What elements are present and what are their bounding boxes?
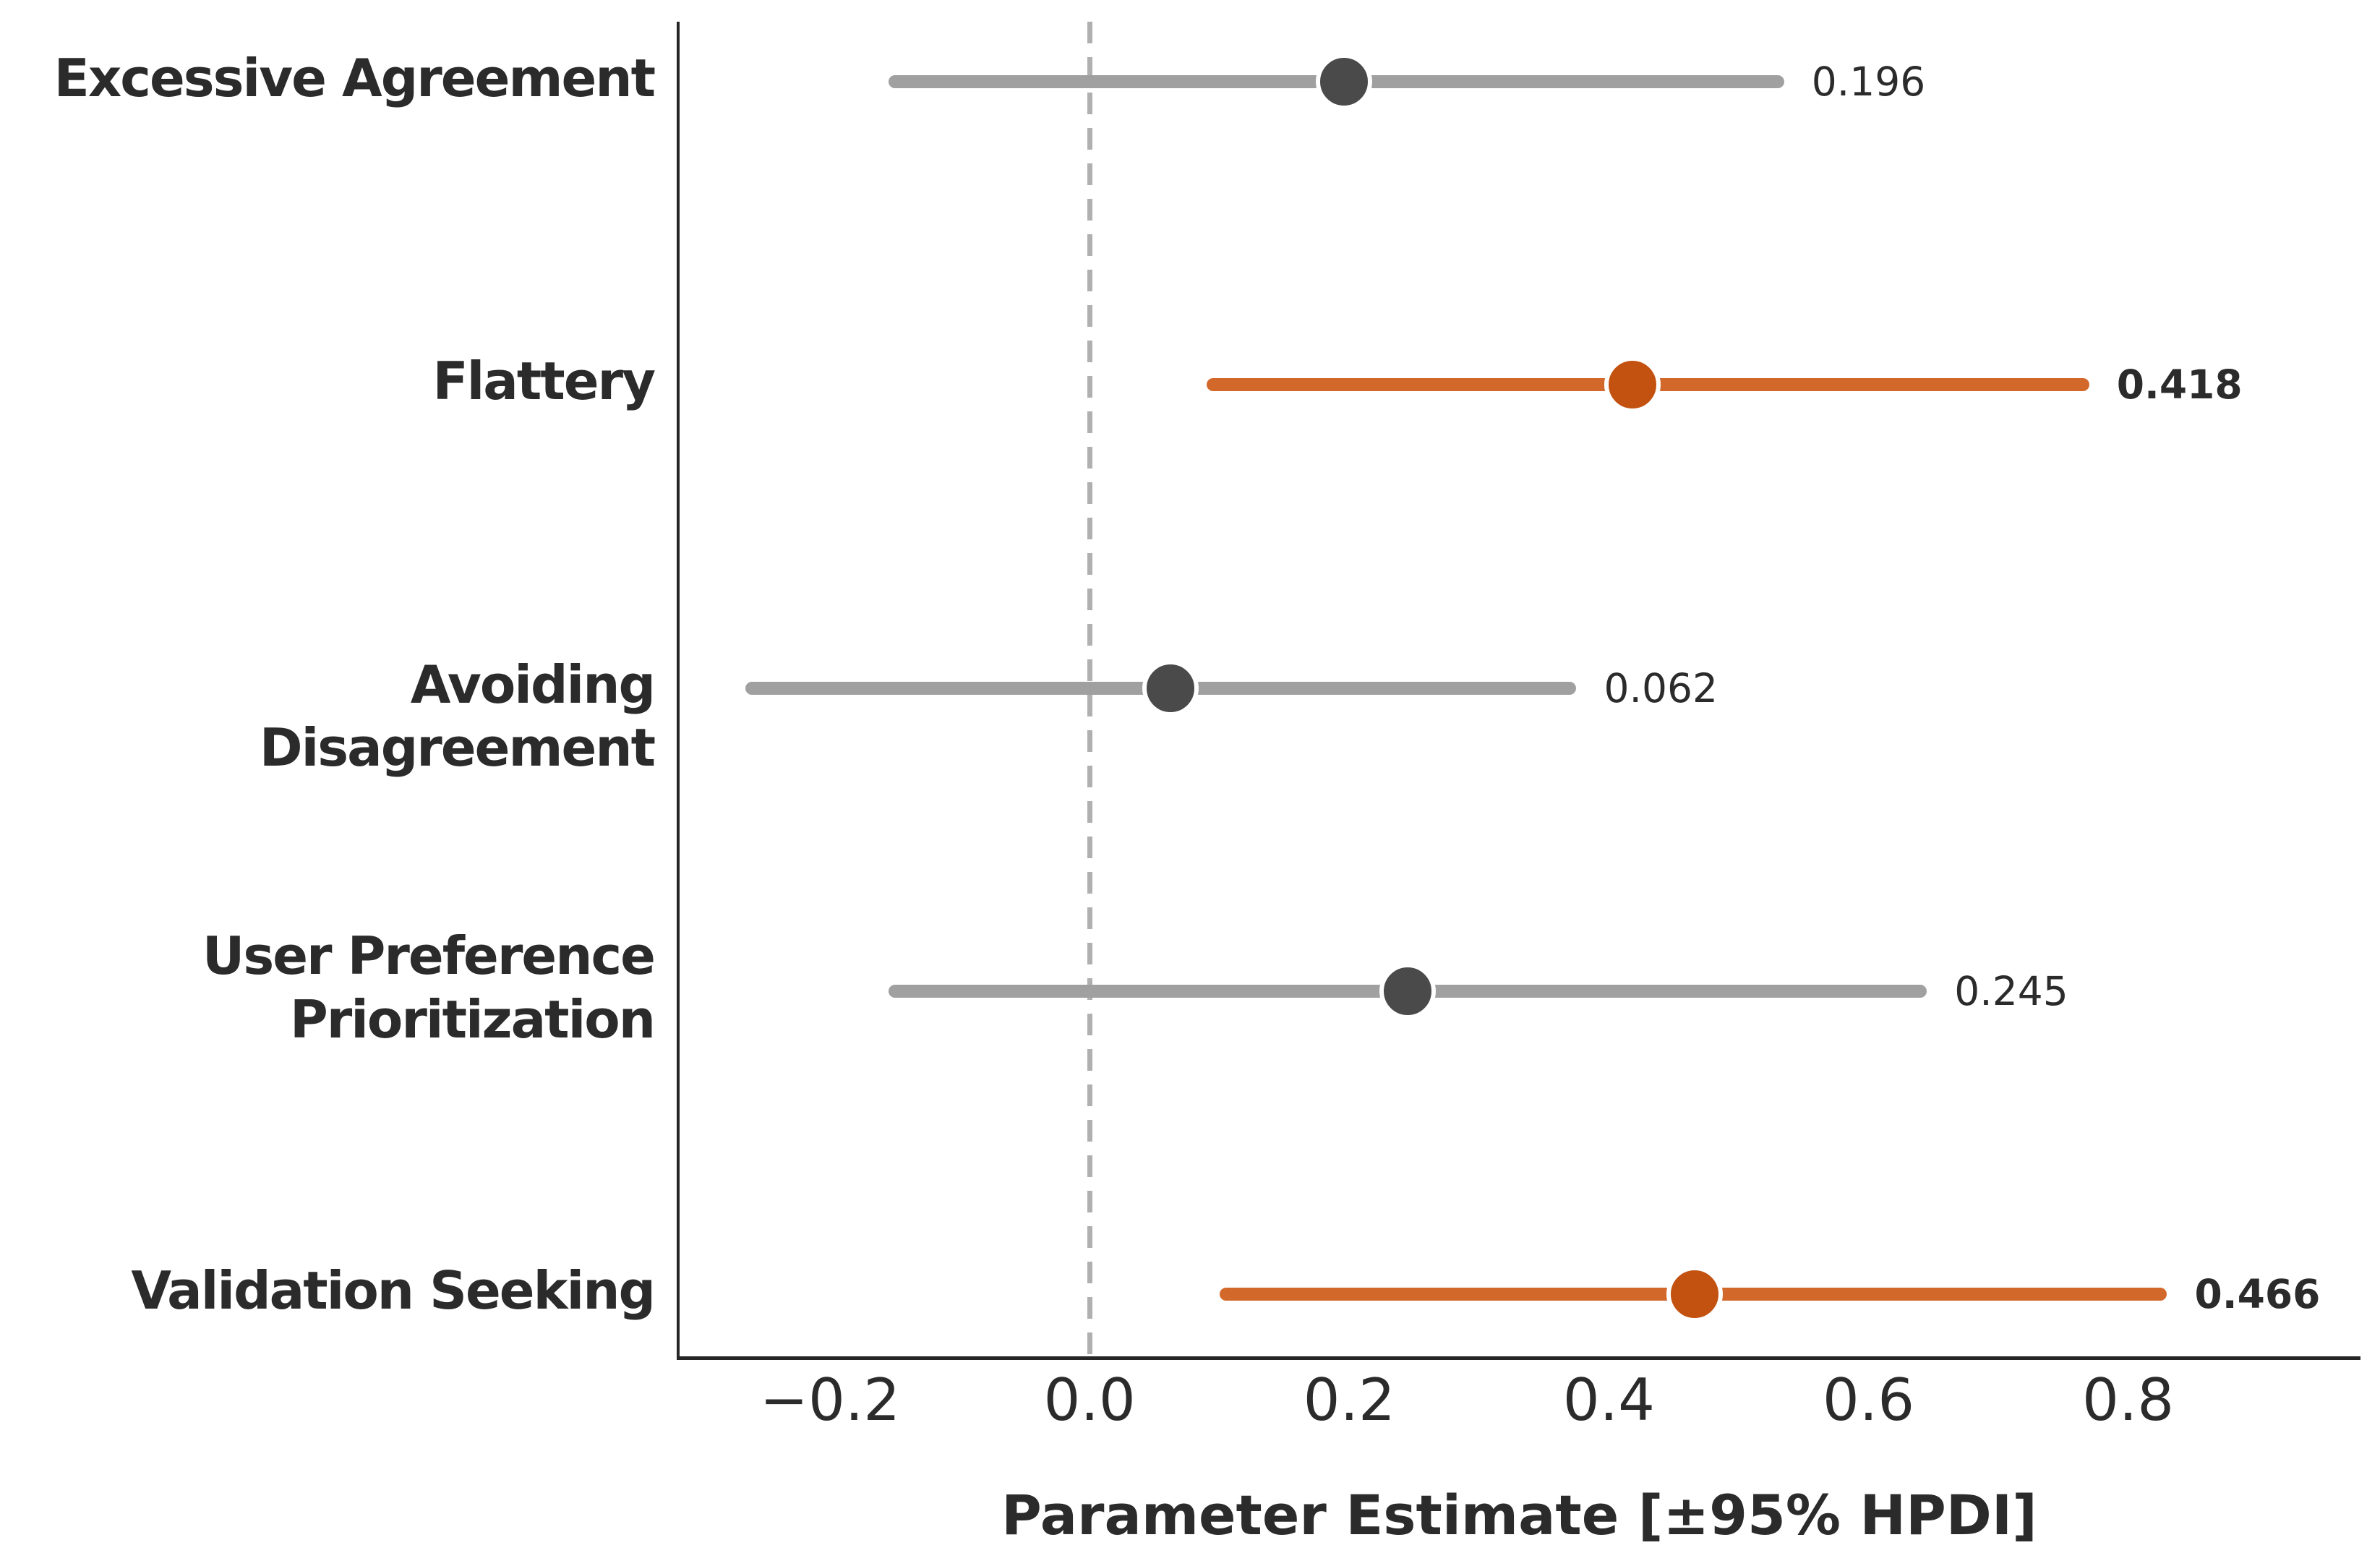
category-label: User Preference Prioritization [202,925,656,1050]
point-estimate-marker [1316,54,1373,110]
category-label: Avoiding Disagreement [259,654,656,779]
x-tick-label: 0.2 [1303,1366,1395,1434]
point-estimate-marker [1666,1266,1723,1322]
x-tick-label: 0.0 [1043,1366,1136,1434]
x-tick-label: −0.2 [759,1366,901,1434]
estimate-value-label: 0.196 [1811,59,1926,105]
point-estimate-marker [1604,356,1661,414]
category-label: Validation Seeking [131,1260,656,1321]
point-estimate-marker [1142,659,1199,716]
x-axis-title: Parameter Estimate [±95% HPDI] [1001,1483,2037,1547]
point-estimate-marker [1379,962,1437,1019]
estimate-value-label: 0.245 [1954,967,2068,1014]
x-tick-label: 0.4 [1562,1366,1656,1434]
estimate-value-label: 0.466 [2194,1271,2321,1317]
y-axis-spine [677,22,680,1358]
x-axis-spine [677,1356,2360,1360]
estimate-value-label: 0.418 [2116,361,2243,408]
category-label: Flattery [432,351,656,412]
x-tick-label: 0.8 [2081,1366,2175,1434]
category-label: Excessive Agreement [53,48,656,108]
x-tick-label: 0.6 [1822,1366,1915,1434]
estimate-value-label: 0.062 [1604,664,1718,711]
